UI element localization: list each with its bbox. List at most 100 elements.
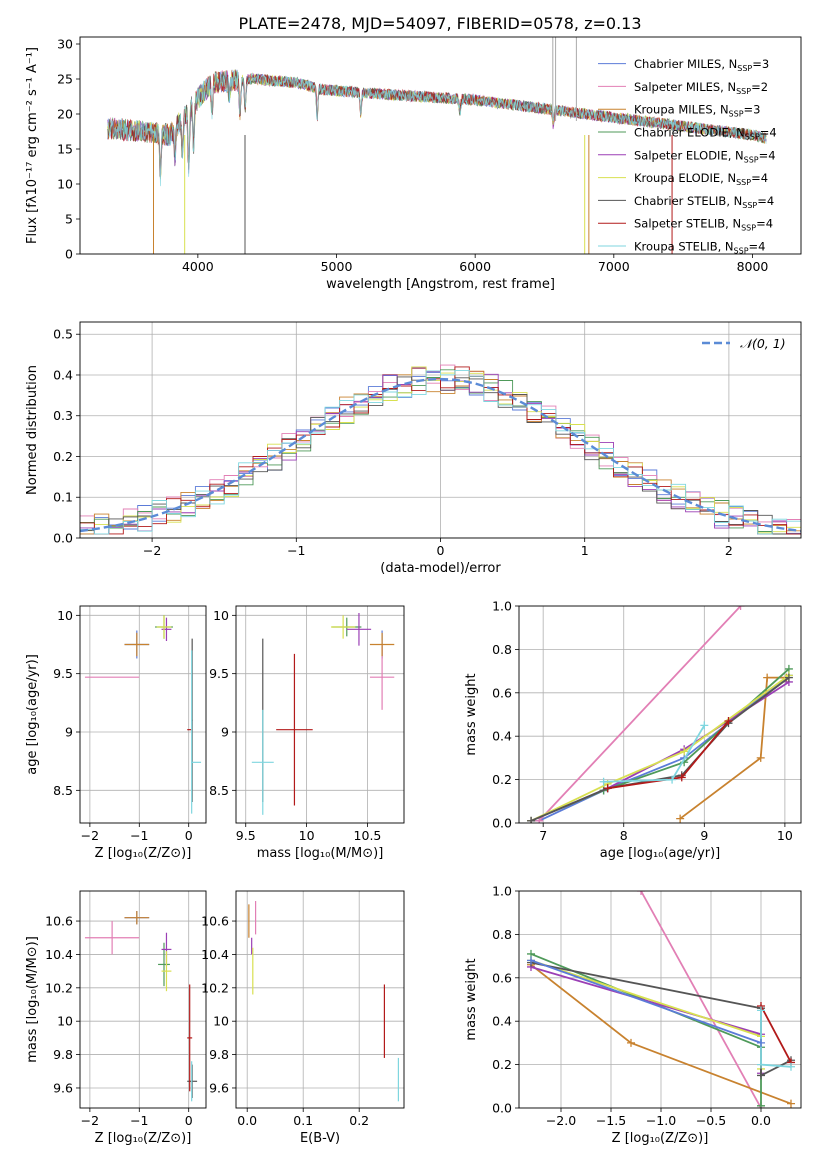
y-tick-label: 0.4 xyxy=(53,367,73,382)
legend-label: Chabrier STELIB, NSSP=4 xyxy=(634,194,774,210)
spectrum-plot-area xyxy=(107,37,767,254)
weight-series-line xyxy=(760,1005,792,1063)
x-axis-label: (data-model)/error xyxy=(380,561,501,576)
x-axis-label: mass [log₁₀(M/M⊙)] xyxy=(257,846,384,861)
age-vs-mass-frame xyxy=(235,605,405,824)
x-tick-label: −2.0 xyxy=(546,1113,576,1128)
weight-series-line xyxy=(530,966,762,1074)
histogram-step-line xyxy=(80,366,801,534)
weight-vs-age-panel: 7 8 9 10 0.0 0.2 0.4 0.6 0.8 1.0 age [log₁₀(age/yr… xyxy=(464,599,802,861)
x-tick-label: 9.5 xyxy=(236,828,256,843)
age-vs-Z-frame xyxy=(79,605,207,824)
weight-marker xyxy=(736,606,745,610)
weight-vs-age-plot-area xyxy=(519,606,801,823)
x-tick-label: 1 xyxy=(581,543,589,558)
y-tick-label: 10.6 xyxy=(201,914,229,929)
x-tick-label: 0 xyxy=(185,828,193,843)
x-axis-label: Z [log₁₀(Z/Z⊙)] xyxy=(612,1131,709,1146)
y-axis-label: mass weight xyxy=(464,958,479,1040)
y-axis-label: mass weight xyxy=(464,673,479,755)
x-tick-label: 8 xyxy=(620,828,628,843)
y-tick-label: 0.8 xyxy=(492,927,512,942)
x-tick-label: 7000 xyxy=(598,259,630,274)
x-tick-label: 6000 xyxy=(459,259,491,274)
y-axis-label: mass [log₁₀(M/M⊙)] xyxy=(25,936,40,1063)
y-tick-label: 10 xyxy=(213,608,229,623)
x-tick-label: −2 xyxy=(81,1113,99,1128)
age-vs-Z-panel: −2 −1 0 8.5 9 9.5 10 Z [log₁₀(Z/Z⊙)] age [log₁₀(… xyxy=(25,605,207,861)
x-axis-label: age [log₁₀(age/yr)] xyxy=(600,846,721,861)
x-tick-label: 10.5 xyxy=(354,828,382,843)
y-tick-label: 0.8 xyxy=(492,642,512,657)
x-axis-label: Z [log₁₀(Z/Z⊙)] xyxy=(95,1131,192,1146)
legend-label: Kroupa ELODIE, NSSP=4 xyxy=(634,171,768,187)
x-tick-label: 0.0 xyxy=(751,1113,771,1128)
y-tick-label: 1.0 xyxy=(492,599,512,614)
x-tick-label: 4000 xyxy=(182,259,214,274)
spectrum-panel: 4000 5000 6000 7000 8000 0 5 10 15 20 25 30 waveleng… xyxy=(25,36,802,292)
age-vs-Z-plot-area xyxy=(80,606,206,823)
histogram-step-line xyxy=(80,369,801,535)
weight-series-line xyxy=(538,606,742,822)
x-tick-label: 10 xyxy=(777,828,793,843)
weight-series-line xyxy=(679,676,787,820)
x-axis-label: E(B-V) xyxy=(300,1131,340,1146)
x-tick-label: −1.5 xyxy=(596,1113,626,1128)
weight-marker xyxy=(724,717,733,726)
weight-marker xyxy=(756,753,765,762)
y-tick-label: 25 xyxy=(57,72,73,87)
weight-marker xyxy=(677,773,686,782)
x-tick-label: 10 xyxy=(299,828,315,843)
y-tick-label: 10 xyxy=(213,1014,229,1029)
y-tick-label: 0.1 xyxy=(53,490,73,505)
legend-label: Chabrier ELODIE, NSSP=4 xyxy=(634,126,777,142)
y-tick-label: 9.5 xyxy=(53,666,73,681)
weight-marker xyxy=(700,721,709,730)
weight-marker xyxy=(784,673,793,682)
y-tick-label: 9 xyxy=(65,725,73,740)
chart-title: PLATE=2478, MJD=54097, FIBERID=0578, z=0… xyxy=(238,14,641,33)
x-tick-label: −0.5 xyxy=(696,1113,726,1128)
weight-marker xyxy=(603,784,612,793)
mass-vs-Z-panel: −2 −1 0 9.6 9.8 10 10.2 10.4 10.6 Z [log₁₀(Z/Z⊙)]… xyxy=(25,890,207,1146)
spectrum-legend: Chabrier MILES, NSSP=3 Salpeter MILES, NS… xyxy=(598,57,777,256)
y-tick-label: 9.6 xyxy=(209,1080,229,1095)
weight-marker xyxy=(757,1060,765,1069)
spectrum-frame xyxy=(79,36,802,255)
y-tick-label: 0 xyxy=(65,247,73,262)
x-tick-label: 9 xyxy=(700,828,708,843)
y-tick-label: 10 xyxy=(57,1014,73,1029)
weight-series-line xyxy=(530,676,790,822)
weight-marker xyxy=(627,1038,635,1047)
y-tick-label: 8.5 xyxy=(209,783,229,798)
y-tick-label: 10.2 xyxy=(201,980,229,995)
y-tick-label: 0.2 xyxy=(53,449,73,464)
weight-marker xyxy=(668,775,677,784)
y-tick-label: 1.0 xyxy=(492,884,512,899)
mass-vs-Z-frame xyxy=(79,890,207,1109)
weight-marker xyxy=(676,814,685,823)
mass-vs-EBV-plot-area xyxy=(236,891,404,1108)
y-axis-label: age [log₁₀(age/yr)] xyxy=(25,654,40,775)
x-tick-label: −2 xyxy=(143,543,161,558)
x-tick-label: −1.0 xyxy=(646,1113,676,1128)
x-tick-label: 0 xyxy=(437,543,445,558)
weight-marker xyxy=(757,1101,765,1108)
y-tick-label: 10.4 xyxy=(201,947,229,962)
weight-marker xyxy=(527,816,536,823)
weight-marker xyxy=(787,1099,795,1108)
residuals-plot-area xyxy=(80,322,801,538)
weight-vs-Z-frame xyxy=(518,890,802,1109)
legend-label: Salpeter MILES, NSSP=2 xyxy=(634,80,768,96)
mass-vs-Z-plot-area xyxy=(80,891,206,1108)
x-tick-label: 0 xyxy=(185,1113,193,1128)
weight-series-line xyxy=(530,674,790,822)
weight-vs-Z-panel: −2.0 −1.5 −1.0 −0.5 0.0 0.0 0.2 0.4 0.6 0.8 1.0 Z [… xyxy=(464,884,802,1146)
y-tick-label: 9.6 xyxy=(53,1080,73,1095)
age-vs-mass-plot-area xyxy=(236,606,404,823)
legend-label: Salpeter ELODIE, NSSP=4 xyxy=(634,148,776,164)
y-tick-label: 0.5 xyxy=(53,327,73,342)
age-vs-mass-panel: 9.5 10 10.5 8.5 9 9.5 10 mass [log₁₀(M/M⊙)] xyxy=(209,605,405,861)
weight-series-line xyxy=(530,959,762,1044)
weight-vs-age-frame xyxy=(518,605,802,824)
